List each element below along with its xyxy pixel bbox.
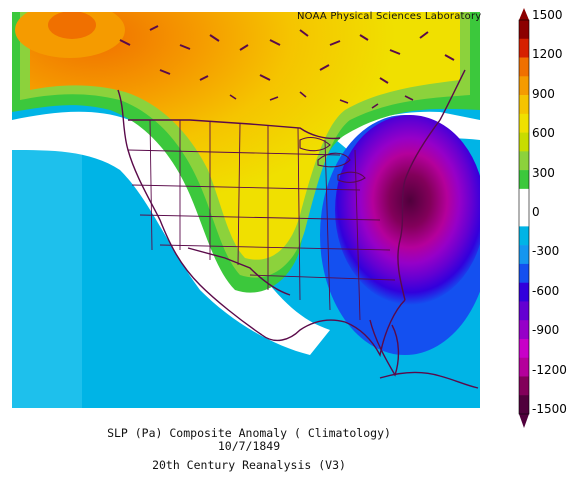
colorbar-segment xyxy=(519,301,529,321)
state-lines-horizontal xyxy=(127,149,396,281)
colorbar-max-arrow xyxy=(519,8,529,20)
colorbar-tick-label: 300 xyxy=(532,165,555,180)
colorbar-tick-label: 1200 xyxy=(532,47,563,62)
colorbar-segment xyxy=(519,376,529,396)
colorbar-tick-label: -1500 xyxy=(532,402,567,416)
colorbar xyxy=(518,8,530,428)
pacific-field xyxy=(12,150,82,408)
cuba xyxy=(379,371,479,389)
colorbar-segment xyxy=(519,188,529,208)
colorbar-segment xyxy=(519,76,529,96)
credit-text: NOAA Physical Sciences Laboratory xyxy=(297,11,482,22)
hudson-bay-islands xyxy=(229,91,414,109)
low-center xyxy=(335,115,480,305)
caption-title: SLP (Pa) Composite Anomaly ( Climatology… xyxy=(107,426,391,440)
colorbar-segment xyxy=(519,20,529,40)
colorbar-tick-label: -1200 xyxy=(532,362,567,377)
colorbar-tick-label: -600 xyxy=(532,283,560,298)
colorbar-segment xyxy=(519,395,529,415)
colorbar-tick-label: -300 xyxy=(532,244,560,259)
colorbar-segment xyxy=(519,338,529,359)
boundaries xyxy=(117,25,479,389)
border-canada-us xyxy=(128,119,341,140)
colorbar-segment xyxy=(519,207,529,227)
colorbar-segment xyxy=(519,226,529,246)
colorbar-tick-label: 0 xyxy=(532,205,540,219)
west-coastline xyxy=(117,89,263,336)
gulf-coastline xyxy=(261,299,406,358)
colorbar-segment xyxy=(519,95,529,115)
colorbar-segment xyxy=(519,357,529,377)
border-us-mexico xyxy=(187,247,291,296)
colorbar-segment xyxy=(519,170,529,190)
colorbar-segment xyxy=(519,320,529,340)
zero-band xyxy=(12,111,330,355)
east-coastline xyxy=(397,69,466,301)
caption-source: 20th Century Reanalysis (V3) xyxy=(152,458,346,472)
map-field xyxy=(12,12,480,408)
great-lakes xyxy=(299,136,366,183)
high-core xyxy=(48,12,96,39)
colorbar-segment xyxy=(519,263,529,283)
positive-field-high xyxy=(30,12,460,260)
colorbar-min-arrow xyxy=(519,414,529,428)
colorbar-segment xyxy=(519,245,529,265)
colorbar-tick-label: -900 xyxy=(532,323,560,338)
colorbar-segment xyxy=(519,57,529,77)
caption-date: 10/7/1849 xyxy=(217,439,281,453)
colorbar-tick-label: 900 xyxy=(532,86,555,101)
colorbar-segment xyxy=(519,132,529,152)
colorbar-segment xyxy=(519,151,529,171)
colorbar-frame xyxy=(518,19,530,415)
colorbar-tick-label: 1500 xyxy=(532,8,563,22)
colorbar-tick-label: 600 xyxy=(532,126,555,141)
colorbar-segment xyxy=(519,282,529,302)
arctic-islands xyxy=(119,25,455,84)
colorbar-segment xyxy=(519,113,529,133)
colorbar-segment xyxy=(519,38,529,58)
